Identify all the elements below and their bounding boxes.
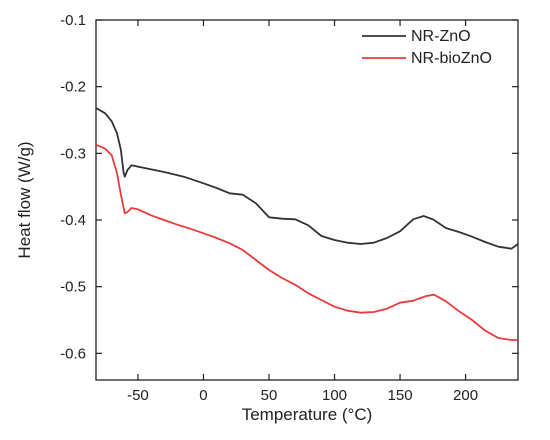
y-tick-label: -0.5: [60, 279, 86, 296]
legend: NR-ZnO NR-bioZnO: [362, 28, 492, 67]
x-tick-label: 200: [453, 387, 478, 404]
legend-label-nr-zno: NR-ZnO: [411, 28, 471, 45]
x-tick-label: 150: [388, 387, 413, 404]
ticks-layer: -50 0 50 100 150 200 -0.1 -0.2 -0.3 -0.4 -0.5 -0.6: [60, 12, 518, 404]
legend-label-nr-biozno: NR-bioZnO: [411, 50, 492, 67]
y-tick-label: -0.1: [60, 12, 86, 29]
y-tick-label: -0.6: [60, 345, 86, 362]
x-tick-label: 100: [322, 387, 347, 404]
x-tick-label: -50: [127, 387, 149, 404]
y-tick-label: -0.3: [60, 145, 86, 162]
series-line-nr-biozno: [95, 143, 518, 341]
y-axis-title: Heat flow (W/g): [15, 141, 34, 258]
y-tick-label: -0.2: [60, 79, 86, 96]
plot-frame: [95, 19, 519, 381]
x-tick-label: 0: [199, 387, 207, 404]
series-line-nr-zno: [95, 107, 519, 250]
y-tick-label: -0.4: [60, 212, 86, 229]
x-tick-label: 50: [261, 387, 278, 404]
series-layer: [95, 107, 519, 341]
x-axis-title: Temperature (°C): [242, 405, 373, 424]
